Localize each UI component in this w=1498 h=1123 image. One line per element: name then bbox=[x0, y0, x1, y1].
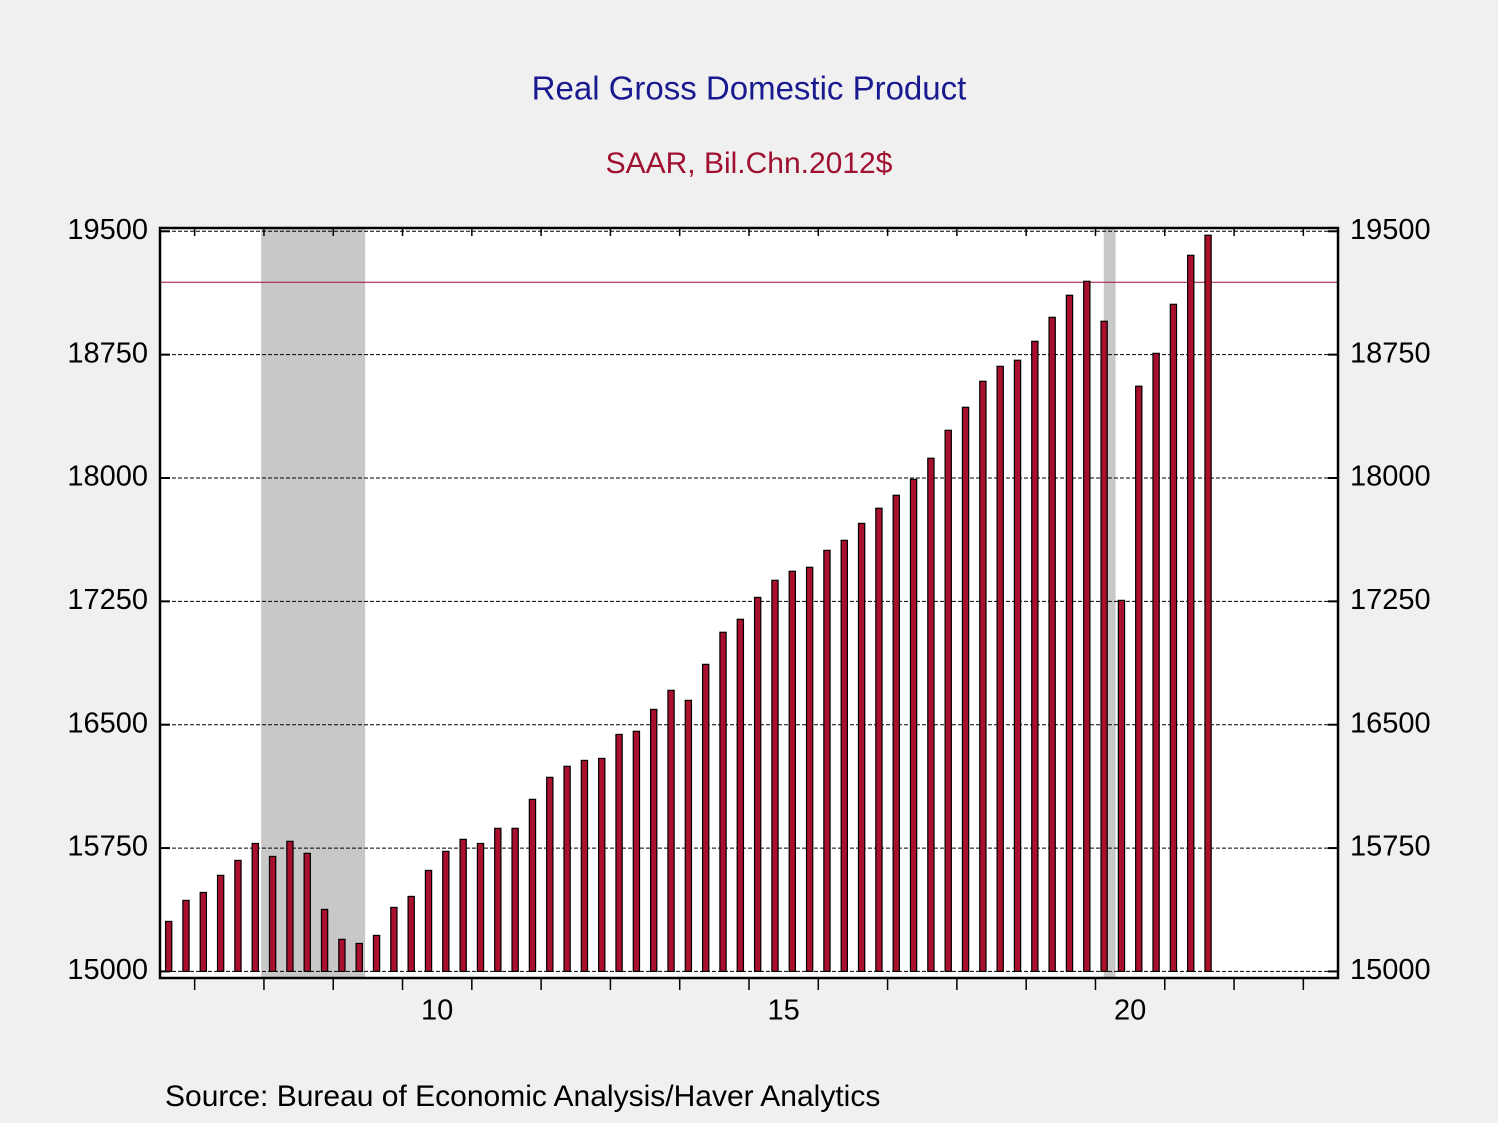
bar bbox=[251, 842, 259, 973]
x-tick-label: 10 bbox=[421, 995, 453, 1027]
bar bbox=[1117, 599, 1126, 973]
bar bbox=[199, 891, 208, 973]
y2-tick-label: 15000 bbox=[1350, 954, 1431, 986]
bar bbox=[1169, 303, 1178, 973]
bar bbox=[1013, 359, 1022, 973]
bar bbox=[1135, 385, 1143, 973]
bar bbox=[1187, 254, 1195, 973]
bar bbox=[546, 776, 554, 973]
bar bbox=[476, 842, 485, 973]
bar bbox=[372, 934, 381, 973]
bar bbox=[424, 869, 433, 973]
y-tick-label: 19500 bbox=[67, 214, 148, 246]
y2-tick-label: 19500 bbox=[1350, 214, 1431, 246]
bar bbox=[823, 549, 831, 973]
y-tick-label: 15000 bbox=[67, 954, 148, 986]
bar bbox=[996, 365, 1004, 973]
bar bbox=[390, 906, 398, 973]
bar bbox=[892, 494, 900, 973]
bar bbox=[303, 852, 311, 973]
bar bbox=[857, 522, 866, 973]
bar bbox=[442, 850, 450, 973]
bar bbox=[1152, 352, 1160, 973]
x-tick-label: 20 bbox=[1114, 995, 1146, 1027]
bar bbox=[650, 708, 658, 973]
bar bbox=[286, 840, 294, 973]
bar bbox=[805, 566, 814, 973]
bar bbox=[1031, 340, 1039, 973]
y-tick-label: 16500 bbox=[67, 707, 148, 739]
bar bbox=[459, 838, 467, 973]
bar bbox=[1083, 280, 1091, 973]
y-tick-label: 17250 bbox=[67, 584, 148, 616]
bar bbox=[927, 457, 935, 973]
bar bbox=[788, 570, 797, 973]
bar bbox=[528, 798, 537, 973]
bar bbox=[563, 765, 571, 973]
y-tick-label: 18750 bbox=[67, 337, 148, 369]
bar bbox=[1204, 234, 1212, 973]
bar bbox=[961, 406, 970, 973]
bar bbox=[216, 874, 225, 973]
bar bbox=[632, 730, 641, 973]
bar bbox=[164, 920, 173, 973]
y2-tick-label: 18750 bbox=[1350, 337, 1431, 369]
bar bbox=[979, 380, 987, 973]
bar bbox=[615, 733, 623, 973]
bar bbox=[355, 942, 363, 973]
bar bbox=[684, 699, 693, 973]
bar bbox=[320, 908, 329, 973]
bar bbox=[1065, 294, 1074, 973]
plot-border bbox=[158, 226, 1340, 980]
bar bbox=[234, 859, 242, 973]
bar bbox=[736, 618, 745, 973]
recession-shading bbox=[261, 228, 366, 978]
y2-tick-label: 18000 bbox=[1350, 461, 1431, 493]
y2-tick-label: 17250 bbox=[1350, 584, 1431, 616]
y2-tick-label: 16500 bbox=[1350, 707, 1431, 739]
bar bbox=[771, 579, 779, 973]
bar bbox=[701, 663, 710, 973]
source-note: Source: Bureau of Economic Analysis/Have… bbox=[165, 1080, 880, 1113]
bar bbox=[338, 938, 346, 973]
bar bbox=[182, 899, 190, 973]
bar bbox=[753, 596, 762, 973]
y2-tick-label: 15750 bbox=[1350, 831, 1431, 863]
bar bbox=[944, 429, 952, 973]
y-tick-label: 15750 bbox=[67, 831, 148, 863]
bar bbox=[511, 827, 519, 973]
bar bbox=[580, 759, 589, 973]
bar bbox=[840, 539, 848, 973]
bar bbox=[494, 827, 502, 973]
recession-shading bbox=[1103, 228, 1116, 978]
bar bbox=[407, 895, 415, 973]
bar bbox=[875, 507, 883, 973]
bar bbox=[1100, 320, 1108, 973]
bar bbox=[598, 757, 606, 973]
x-tick-label: 15 bbox=[768, 995, 800, 1027]
y-tick-label: 18000 bbox=[67, 461, 148, 493]
chart-title: Real Gross Domestic Product bbox=[532, 70, 967, 107]
bar bbox=[909, 478, 918, 973]
bar bbox=[667, 689, 675, 973]
bar bbox=[1048, 316, 1056, 973]
bar bbox=[268, 855, 277, 973]
bar bbox=[719, 631, 727, 973]
chart-subtitle: SAAR, Bil.Chn.2012$ bbox=[606, 147, 893, 180]
